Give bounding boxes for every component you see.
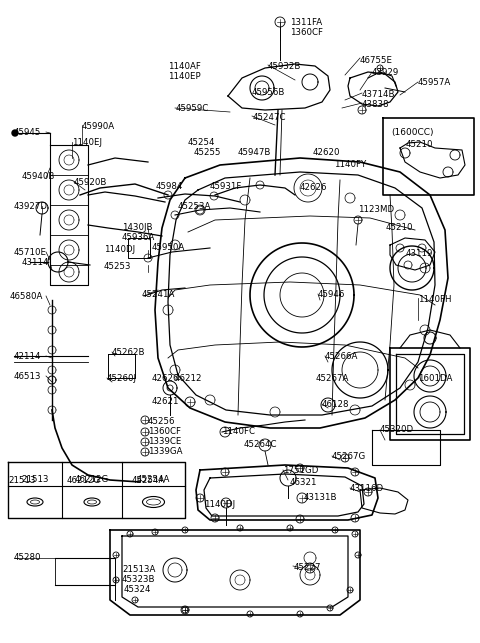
Text: 43119: 43119 [406,249,433,258]
Text: 45280: 45280 [14,553,41,562]
Text: 43927D: 43927D [14,202,48,211]
Text: 1430JB: 1430JB [122,223,153,232]
Text: 42626: 42626 [300,183,327,192]
Text: 45932B: 45932B [268,62,301,71]
Text: 1311FA: 1311FA [290,18,322,27]
Text: 45210: 45210 [406,140,433,149]
Text: 45940B: 45940B [22,172,55,181]
Text: 43114: 43114 [22,258,49,267]
Text: 45950A: 45950A [152,243,185,252]
Text: 45323B: 45323B [122,575,156,584]
Text: 45946: 45946 [318,290,346,299]
Text: 1339CE: 1339CE [148,437,181,446]
Text: 46128: 46128 [322,400,349,409]
Text: 46755E: 46755E [360,56,393,65]
Text: 45956B: 45956B [252,88,286,97]
Text: 45210: 45210 [386,223,413,232]
Text: 46580A: 46580A [10,292,43,301]
Text: 1140DJ: 1140DJ [104,245,135,254]
Text: 45957A: 45957A [418,78,451,87]
Text: 45947B: 45947B [238,148,271,157]
Text: 45984: 45984 [156,182,183,191]
Text: 45936A: 45936A [122,233,155,242]
Text: 1140FY: 1140FY [334,160,366,169]
Text: 42626: 42626 [152,374,180,383]
Text: 1339GA: 1339GA [148,447,182,456]
Text: 45931F: 45931F [210,182,242,191]
Text: 45255: 45255 [194,148,221,157]
Text: 42621: 42621 [152,397,180,406]
Text: 46321: 46321 [290,478,317,487]
Text: 1123MD: 1123MD [358,205,394,214]
Text: 45253: 45253 [104,262,132,271]
Text: 43116D: 43116D [350,484,384,493]
Text: (1600CC): (1600CC) [391,128,433,137]
Text: 1360CF: 1360CF [290,28,323,37]
Text: 21513A: 21513A [122,565,156,574]
Text: 45267A: 45267A [316,374,349,383]
Text: 43929: 43929 [372,68,399,77]
Text: 45254A: 45254A [137,476,170,484]
Text: 43714B: 43714B [362,90,396,99]
Text: 45254A: 45254A [132,476,165,485]
Text: 45266A: 45266A [325,352,359,361]
Text: 45945: 45945 [14,128,41,137]
Polygon shape [12,130,18,136]
Text: 45959C: 45959C [176,104,209,113]
Text: 45990A: 45990A [82,122,115,131]
Text: 45262B: 45262B [112,348,145,357]
Text: 45710E: 45710E [14,248,47,257]
Text: 45256: 45256 [148,417,176,426]
Text: 1140DJ: 1140DJ [204,500,235,509]
Text: 1140EJ: 1140EJ [72,138,102,147]
Text: 43131B: 43131B [304,493,337,502]
Text: 42114: 42114 [14,352,41,361]
Text: 1360CF: 1360CF [148,427,181,436]
Text: 45320D: 45320D [380,425,414,434]
Text: 45324: 45324 [124,585,152,594]
Text: 45260J: 45260J [107,374,137,383]
Text: 1751GD: 1751GD [283,466,318,475]
Text: 21513: 21513 [21,476,49,484]
Text: 46212: 46212 [175,374,203,383]
Text: 1140EP: 1140EP [168,72,201,81]
Text: 46212G: 46212G [67,476,101,485]
Text: 45264C: 45264C [244,440,277,449]
Text: 45253A: 45253A [178,202,211,211]
Text: 43838: 43838 [362,100,389,109]
Text: 1140FC: 1140FC [222,427,255,436]
Text: 46513: 46513 [14,372,41,381]
Text: 45267G: 45267G [332,452,366,461]
Text: 21513: 21513 [8,476,36,485]
Text: 45247C: 45247C [253,113,287,122]
Text: 45254: 45254 [188,138,216,147]
Text: 1140AF: 1140AF [168,62,201,71]
Text: 1140FH: 1140FH [418,295,452,304]
Text: 46212G: 46212G [75,476,109,484]
Text: 1601DA: 1601DA [418,374,452,383]
Text: 45920B: 45920B [74,178,108,187]
Text: 45227: 45227 [294,563,322,572]
Text: 42620: 42620 [313,148,340,157]
Text: 45241A: 45241A [142,290,175,299]
